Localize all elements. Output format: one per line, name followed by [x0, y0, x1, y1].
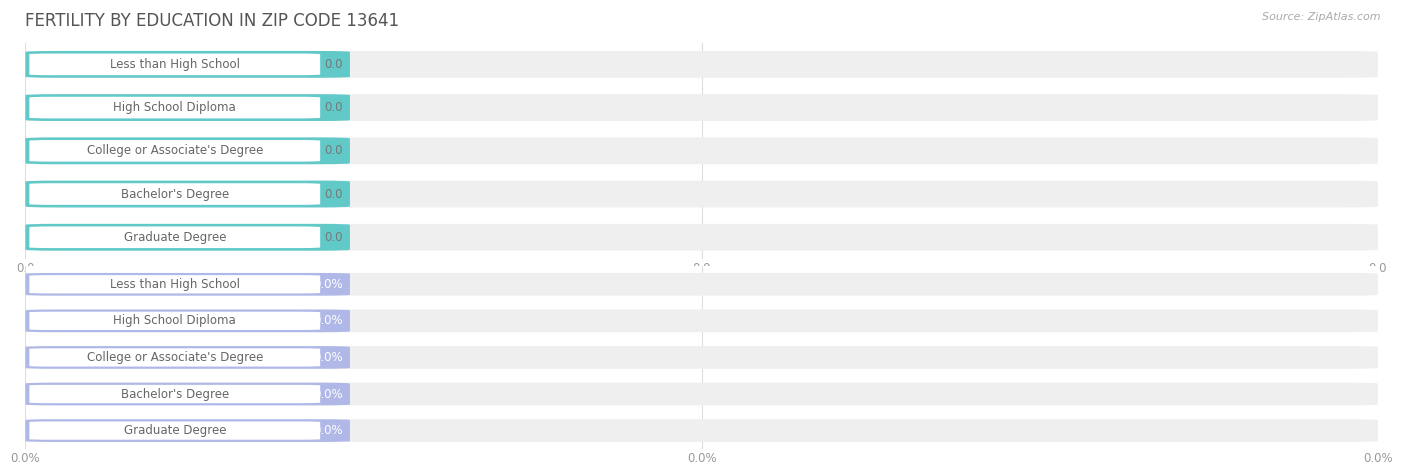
Text: FERTILITY BY EDUCATION IN ZIP CODE 13641: FERTILITY BY EDUCATION IN ZIP CODE 13641 — [25, 12, 399, 30]
Text: 0.0%: 0.0% — [314, 388, 343, 400]
FancyBboxPatch shape — [30, 312, 321, 330]
FancyBboxPatch shape — [25, 94, 350, 121]
Text: 0.0: 0.0 — [325, 58, 343, 71]
Text: College or Associate's Degree: College or Associate's Degree — [87, 351, 263, 364]
FancyBboxPatch shape — [30, 348, 321, 367]
Text: Graduate Degree: Graduate Degree — [124, 231, 226, 244]
FancyBboxPatch shape — [25, 419, 350, 442]
Text: High School Diploma: High School Diploma — [114, 314, 236, 327]
FancyBboxPatch shape — [30, 183, 321, 205]
FancyBboxPatch shape — [25, 310, 1378, 332]
Text: Graduate Degree: Graduate Degree — [124, 424, 226, 437]
FancyBboxPatch shape — [25, 346, 350, 369]
Text: 0.0%: 0.0% — [314, 314, 343, 327]
FancyBboxPatch shape — [30, 54, 321, 75]
Text: 0.0: 0.0 — [325, 231, 343, 244]
FancyBboxPatch shape — [25, 273, 350, 295]
Text: 0.0: 0.0 — [325, 101, 343, 114]
Text: College or Associate's Degree: College or Associate's Degree — [87, 144, 263, 157]
Text: 0.0: 0.0 — [325, 188, 343, 200]
FancyBboxPatch shape — [25, 383, 350, 405]
FancyBboxPatch shape — [25, 137, 350, 164]
Text: Bachelor's Degree: Bachelor's Degree — [121, 188, 229, 200]
Text: Bachelor's Degree: Bachelor's Degree — [121, 388, 229, 400]
FancyBboxPatch shape — [25, 180, 350, 208]
FancyBboxPatch shape — [25, 224, 1378, 251]
Text: 0.0%: 0.0% — [314, 278, 343, 291]
FancyBboxPatch shape — [30, 227, 321, 248]
Text: Source: ZipAtlas.com: Source: ZipAtlas.com — [1263, 12, 1381, 22]
Text: 0.0%: 0.0% — [314, 424, 343, 437]
FancyBboxPatch shape — [25, 383, 1378, 405]
FancyBboxPatch shape — [30, 385, 321, 403]
FancyBboxPatch shape — [25, 346, 1378, 369]
FancyBboxPatch shape — [25, 94, 1378, 121]
Text: High School Diploma: High School Diploma — [114, 101, 236, 114]
FancyBboxPatch shape — [25, 51, 350, 78]
Text: Less than High School: Less than High School — [110, 278, 240, 291]
FancyBboxPatch shape — [25, 419, 1378, 442]
FancyBboxPatch shape — [25, 137, 1378, 164]
FancyBboxPatch shape — [30, 275, 321, 294]
FancyBboxPatch shape — [30, 421, 321, 440]
Text: Less than High School: Less than High School — [110, 58, 240, 71]
FancyBboxPatch shape — [25, 273, 1378, 295]
Text: 0.0: 0.0 — [325, 144, 343, 157]
FancyBboxPatch shape — [25, 180, 1378, 208]
FancyBboxPatch shape — [25, 310, 350, 332]
FancyBboxPatch shape — [25, 51, 1378, 78]
FancyBboxPatch shape — [30, 97, 321, 118]
FancyBboxPatch shape — [25, 224, 350, 251]
FancyBboxPatch shape — [30, 140, 321, 162]
Text: 0.0%: 0.0% — [314, 351, 343, 364]
